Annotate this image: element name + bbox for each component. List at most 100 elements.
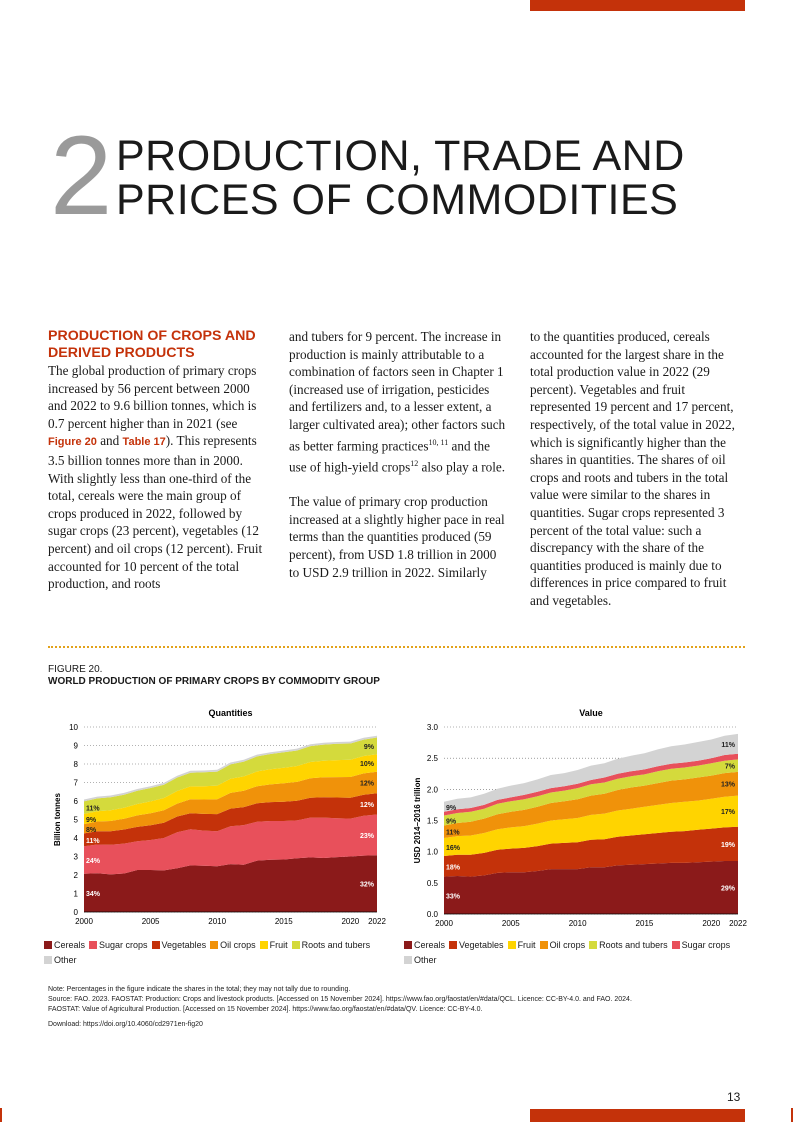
data-label-start-oil-crops: 11% — [446, 830, 460, 837]
section-heading: PRODUCTION OF CROPS AND DERIVED PRODUCTS — [48, 328, 256, 361]
x-tick-label: 2010 — [569, 919, 587, 928]
area-sugar-crops — [84, 814, 377, 875]
area-oil-crops — [444, 771, 738, 838]
y-tick-label: 8 — [74, 760, 79, 769]
x-tick-label: 2000 — [435, 919, 453, 928]
ref-and: and — [96, 433, 123, 449]
area-roots-and-tubers — [444, 759, 738, 826]
data-label-end-cereals: 29% — [721, 886, 736, 893]
footnote-ref-1[interactable]: 10, 11 — [428, 437, 449, 447]
chart-title: Quantities — [208, 708, 252, 718]
legend-item-other: Other — [404, 953, 437, 968]
area-cereals — [84, 855, 377, 912]
data-label-start-fruit: 9% — [86, 817, 97, 824]
data-label-end-roots-and-tubers: 7% — [725, 764, 736, 771]
paragraph-4: to the quantities produced, cereals acco… — [530, 329, 735, 608]
legend-item-cereals: Cereals — [404, 938, 445, 953]
legend-item-roots-and-tubers: Roots and tubers — [589, 938, 668, 953]
y-tick-label: 0.0 — [427, 910, 439, 919]
chart-title: Value — [579, 708, 603, 718]
area-other — [444, 733, 738, 812]
data-label-end-other: 11% — [721, 742, 735, 749]
y-axis-label: USD 2014–2016 trillion — [413, 777, 422, 863]
legend-label: Oil crops — [220, 940, 256, 950]
legend-swatch — [589, 941, 598, 949]
paragraph-3: The value of primary crop production inc… — [289, 494, 505, 580]
y-tick-label: 3 — [74, 853, 79, 862]
legend-item-sugar-crops: Sugar crops — [89, 938, 148, 953]
data-label-start-roots-and-tubers: 9% — [446, 819, 457, 826]
legend-label: Sugar crops — [99, 940, 148, 950]
legend-label: Roots and tubers — [599, 940, 668, 950]
x-tick-label: 2005 — [142, 917, 160, 926]
y-tick-label: 1 — [74, 890, 79, 899]
area-vegetables — [84, 793, 377, 847]
data-label-end-fruit: 10% — [360, 761, 375, 768]
area-vegetables — [444, 826, 738, 877]
data-label-start-sugar-crops: 24% — [86, 858, 101, 865]
y-tick-label: 5 — [74, 816, 79, 825]
legend-swatch — [539, 941, 548, 949]
paragraph-1: The global production of primary crops i… — [48, 362, 266, 593]
data-label-end-vegetables: 19% — [721, 842, 736, 849]
data-label-start-fruit: 16% — [446, 845, 461, 852]
legend-item-fruit: Fruit — [259, 938, 288, 953]
chapter-title-line1: PRODUCTION, TRADE AND — [116, 132, 685, 180]
figure-source-1: Source: FAO. 2023. FAOSTAT: Production: … — [48, 996, 632, 1003]
area-fruit — [444, 795, 738, 856]
col1-text-after: ). This represents 3.5 billion tonnes mo… — [48, 433, 263, 592]
legend-swatch — [404, 956, 412, 964]
y-tick-label: 6 — [74, 797, 79, 806]
legend-item-other: Other — [44, 953, 77, 968]
data-label-end-sugar-crops: 23% — [360, 833, 375, 840]
legend-label: Cereals — [54, 940, 86, 950]
legend-swatch — [44, 956, 52, 964]
legend-item-vegetables: Vegetables — [151, 938, 207, 953]
table-reference-link[interactable]: Table 17 — [122, 436, 166, 449]
data-label-start-vegetables: 18% — [446, 864, 461, 871]
y-tick-label: 7 — [74, 779, 79, 788]
section-divider — [48, 646, 745, 648]
footnote-ref-2[interactable]: 12 — [410, 458, 419, 468]
x-tick-label: 2000 — [75, 917, 93, 926]
data-label-end-vegetables: 12% — [360, 802, 375, 809]
data-label-end-fruit: 17% — [721, 809, 736, 816]
y-axis-label: Billion tonnes — [53, 793, 62, 846]
figure-label: FIGURE 20. — [48, 664, 103, 675]
figure-download-link[interactable]: Download: https://doi.org/10.4060/cd2971… — [48, 1021, 203, 1028]
y-tick-label: 2 — [74, 871, 79, 880]
legend-item-fruit: Fruit — [507, 938, 536, 953]
legend-item-roots-and-tubers: Roots and tubers — [291, 938, 370, 953]
y-tick-label: 4 — [74, 834, 79, 843]
legend-swatch — [507, 941, 516, 949]
legend-swatch — [449, 941, 458, 949]
text-column-3: to the quantities produced, cereals acco… — [530, 328, 742, 610]
y-tick-label: 10 — [69, 723, 78, 732]
data-label-start-roots-and-tubers: 11% — [86, 806, 100, 813]
data-label-end-oil-crops: 13% — [721, 782, 736, 789]
y-tick-label: 1.5 — [427, 817, 439, 826]
legend-quantities: Cereals Sugar crops Vegetables Oil crops Fru… — [44, 938, 389, 968]
chart-quantities: Quantities 0 1 2 3 4 5 6 7 8 9 10 2000 2005 2010 2015 20… — [53, 708, 386, 926]
y-tick-label: 2.5 — [427, 754, 439, 763]
figure-reference-link[interactable]: Figure 20 — [48, 436, 97, 449]
data-label-end-roots-and-tubers: 9% — [364, 744, 375, 751]
y-tick-label: 0.5 — [427, 879, 439, 888]
legend-label: Other — [414, 955, 437, 965]
legend-item-vegetables: Vegetables — [449, 938, 504, 953]
legend-swatch — [44, 941, 52, 949]
legend-label: Vegetables — [161, 940, 207, 950]
col2-text-1: and tubers for 9 percent. The increase i… — [289, 329, 506, 453]
x-tick-label: 2015 — [636, 919, 654, 928]
y-tick-label: 9 — [74, 742, 79, 751]
area-other — [84, 735, 377, 802]
data-label-end-oil-crops: 12% — [360, 781, 375, 788]
legend-label: Cereals — [414, 940, 446, 950]
y-tick-label: 3.0 — [427, 723, 439, 732]
legend-label: Fruit — [517, 940, 536, 950]
legend-swatch — [291, 941, 300, 949]
text-column-1: PRODUCTION OF CROPS AND DERIVED PRODUCTS… — [48, 328, 266, 593]
legend-label: Other — [54, 955, 77, 965]
chapter-title: PRODUCTION, TRADE AND PRICES OF COMMODIT… — [116, 134, 685, 222]
legend-label: Oil crops — [549, 940, 586, 950]
